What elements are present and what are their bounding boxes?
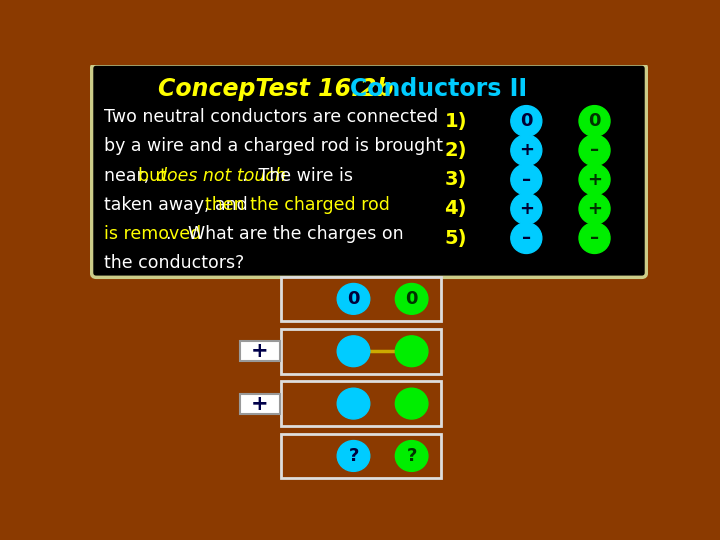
Ellipse shape [337, 441, 370, 471]
Text: 5): 5) [444, 228, 467, 247]
Text: but: but [138, 167, 172, 185]
FancyBboxPatch shape [282, 381, 441, 426]
FancyBboxPatch shape [91, 64, 647, 278]
Text: 0: 0 [588, 112, 600, 130]
Text: 0: 0 [347, 290, 360, 308]
Ellipse shape [579, 164, 610, 195]
Ellipse shape [510, 164, 542, 195]
Text: by a wire and a charged rod is brought: by a wire and a charged rod is brought [104, 137, 443, 156]
Ellipse shape [337, 336, 370, 367]
Ellipse shape [579, 106, 610, 137]
Text: is removed: is removed [104, 225, 201, 243]
Text: ?: ? [348, 447, 359, 465]
Text: 1): 1) [444, 111, 467, 131]
Text: .   What are the charges on: . What are the charges on [166, 225, 404, 243]
Text: ConcepTest 16.2b: ConcepTest 16.2b [158, 77, 394, 102]
Text: then the charged rod: then the charged rod [204, 196, 390, 214]
Text: does not touch: does not touch [156, 167, 286, 185]
Ellipse shape [579, 135, 610, 166]
Text: +: + [519, 141, 534, 159]
Text: –: – [590, 141, 599, 159]
Text: Conductors II: Conductors II [350, 77, 527, 102]
Text: +: + [251, 341, 269, 361]
Text: 0: 0 [520, 112, 533, 130]
Text: +: + [587, 200, 602, 218]
Ellipse shape [510, 106, 542, 137]
Text: near,: near, [104, 167, 155, 185]
Ellipse shape [395, 284, 428, 314]
Text: 4): 4) [444, 199, 467, 218]
Text: Two neutral conductors are connected: Two neutral conductors are connected [104, 108, 438, 126]
Ellipse shape [510, 193, 542, 224]
Ellipse shape [510, 222, 542, 253]
Ellipse shape [395, 441, 428, 471]
Ellipse shape [337, 388, 370, 419]
Text: .  The wire is: . The wire is [242, 167, 353, 185]
Ellipse shape [395, 388, 428, 419]
Ellipse shape [579, 193, 610, 224]
FancyBboxPatch shape [282, 329, 441, 374]
Text: +: + [587, 171, 602, 188]
FancyBboxPatch shape [282, 276, 441, 321]
Ellipse shape [579, 222, 610, 253]
Ellipse shape [395, 336, 428, 367]
Ellipse shape [337, 284, 370, 314]
Text: 3): 3) [445, 170, 467, 189]
FancyBboxPatch shape [240, 341, 280, 361]
FancyBboxPatch shape [240, 394, 280, 414]
FancyBboxPatch shape [282, 434, 441, 478]
Text: the conductors?: the conductors? [104, 254, 244, 273]
Ellipse shape [510, 135, 542, 166]
Text: –: – [590, 229, 599, 247]
Text: –: – [522, 229, 531, 247]
Text: 2): 2) [444, 141, 467, 160]
Text: ?: ? [406, 447, 417, 465]
Text: +: + [519, 200, 534, 218]
Text: +: + [251, 394, 269, 414]
Text: –: – [522, 171, 531, 188]
Text: taken away, and: taken away, and [104, 196, 253, 214]
Text: 0: 0 [405, 290, 418, 308]
